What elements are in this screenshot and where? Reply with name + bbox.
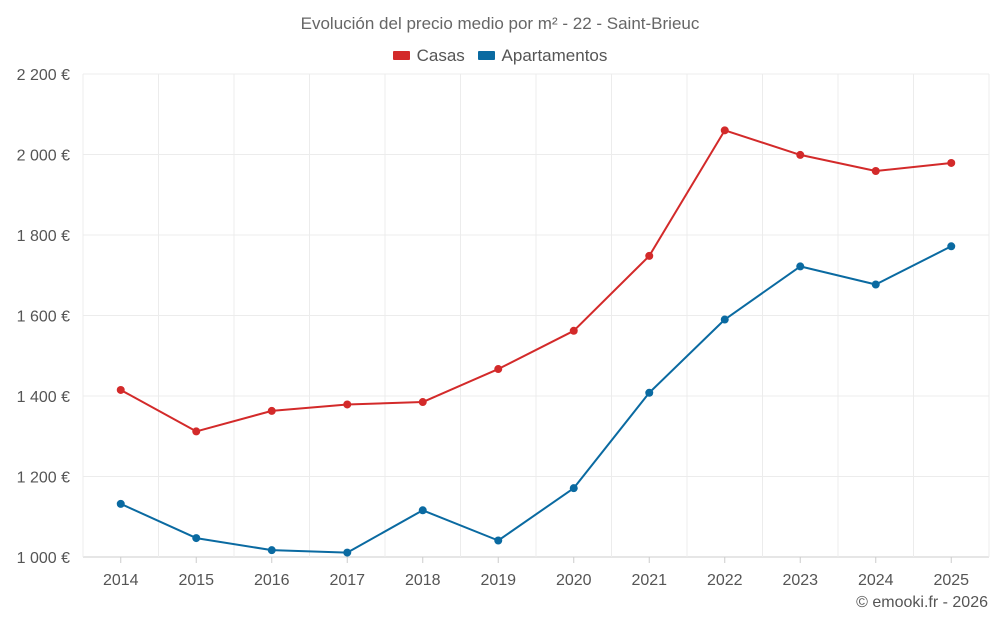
y-tick-label: 1 200 €: [17, 470, 70, 487]
data-point-casas[interactable]: [267, 406, 276, 415]
x-tick-label: 2018: [405, 572, 441, 589]
legend-label-casas: Casas: [416, 45, 465, 65]
y-tick-label: 2 000 €: [17, 148, 70, 165]
x-tick-label: 2017: [329, 572, 365, 589]
data-point-casas[interactable]: [494, 365, 503, 374]
x-tick-label: 2025: [933, 572, 969, 589]
legend-label-apartamentos: Apartamentos: [501, 45, 608, 65]
series-line-casas: [120, 129, 952, 433]
data-point-apartamentos[interactable]: [116, 499, 125, 508]
data-point-casas[interactable]: [343, 400, 352, 409]
data-point-apartamentos[interactable]: [645, 388, 654, 397]
y-tick-label: 1 600 €: [17, 309, 70, 326]
legend-swatch-casas: [392, 51, 410, 60]
data-point-apartamentos[interactable]: [796, 262, 805, 271]
x-tick-label: 2019: [480, 572, 516, 589]
x-tick-label: 2014: [103, 572, 139, 589]
data-point-casas[interactable]: [192, 427, 201, 436]
x-tick-label: 2020: [556, 572, 592, 589]
data-point-apartamentos[interactable]: [569, 484, 578, 493]
x-tick-label: 2016: [254, 572, 290, 589]
legend-item-casas[interactable]: Casas: [392, 45, 465, 66]
data-point-apartamentos[interactable]: [720, 315, 729, 324]
data-point-apartamentos[interactable]: [267, 546, 276, 555]
data-point-casas[interactable]: [645, 251, 654, 260]
data-point-casas[interactable]: [418, 398, 427, 407]
x-tick-label: 2021: [631, 572, 667, 589]
x-tick-label: 2023: [782, 572, 818, 589]
data-point-apartamentos[interactable]: [418, 506, 427, 515]
x-tick-label: 2022: [707, 572, 743, 589]
legend-item-apartamentos[interactable]: Apartamentos: [477, 45, 608, 66]
data-point-casas[interactable]: [871, 167, 880, 176]
data-point-casas[interactable]: [947, 158, 956, 167]
data-point-apartamentos[interactable]: [343, 548, 352, 557]
data-point-casas[interactable]: [720, 126, 729, 135]
x-tick-label: 2024: [858, 572, 894, 589]
data-point-casas[interactable]: [796, 150, 805, 159]
data-point-apartamentos[interactable]: [947, 242, 956, 251]
data-point-apartamentos[interactable]: [192, 534, 201, 543]
x-tick-label: 2015: [178, 572, 214, 589]
data-point-casas[interactable]: [569, 326, 578, 335]
chart-title: Evolución del precio medio por m² - 22 -…: [300, 14, 700, 33]
y-tick-label: 1 400 €: [17, 389, 70, 406]
y-tick-label: 1 800 €: [17, 228, 70, 245]
data-point-casas[interactable]: [116, 385, 125, 394]
y-tick-label: 1 000 €: [17, 550, 70, 567]
legend-swatch-apartamentos: [477, 51, 495, 60]
credit-text: © emooki.fr - 2026: [856, 594, 988, 611]
y-tick-label: 2 200 €: [17, 67, 70, 84]
series-line-apartamentos: [120, 245, 952, 554]
data-point-apartamentos[interactable]: [871, 280, 880, 289]
legend: Casas Apartamentos: [0, 45, 1000, 66]
data-point-apartamentos[interactable]: [494, 536, 503, 545]
